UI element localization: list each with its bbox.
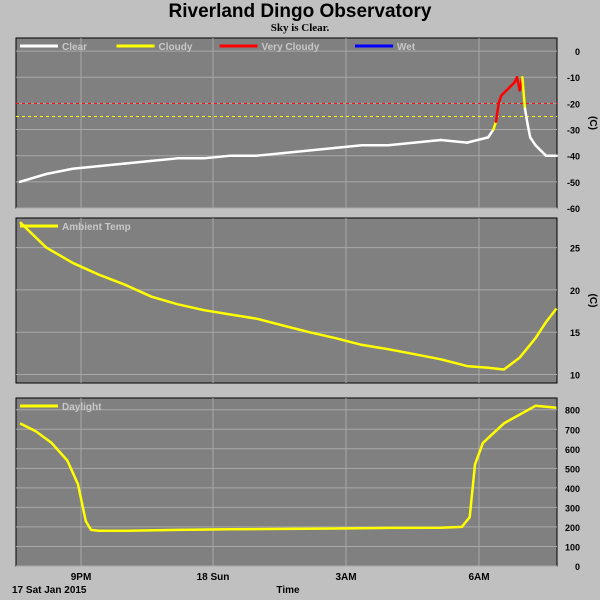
y-axis-label: (C) — [587, 116, 598, 130]
legend-label: Cloudy — [159, 42, 193, 53]
sky-status-subtitle: Sky is Clear. — [270, 22, 330, 34]
legend-label: Daylight — [62, 402, 102, 413]
y-tick-label: 0 — [575, 47, 580, 57]
y-tick-label: 800 — [565, 406, 580, 416]
data-segment — [386, 141, 416, 147]
legend-entry: Cloudy — [116, 42, 193, 53]
y-tick-label: 700 — [565, 425, 580, 435]
plot-area — [15, 217, 558, 384]
y-tick-label: 10 — [570, 371, 580, 381]
date-label: 17 Sat Jan 2015 — [12, 585, 87, 596]
legend-label: Ambient Temp — [62, 222, 131, 233]
data-segment — [492, 120, 498, 131]
data-segment — [97, 162, 127, 168]
chart-panel-1: 0 -10 -20 -30 -40 -50 -60 (C) Clear Cloudy Very Cl… — [15, 37, 598, 214]
data-segment — [465, 136, 490, 144]
page-title: Riverland Dingo Observatory — [168, 1, 432, 22]
y-tick-label: -30 — [567, 126, 580, 136]
data-segment — [255, 151, 285, 157]
data-segment — [486, 128, 495, 139]
x-tick-label: 6AM — [468, 572, 489, 583]
plot-area — [15, 397, 558, 567]
legend-entry: Wet — [355, 42, 416, 53]
y-tick-label: 20 — [570, 286, 580, 296]
y-tick-label: 400 — [565, 484, 580, 494]
data-segment — [521, 75, 527, 110]
y-tick-label: -40 — [567, 152, 580, 162]
data-segment — [202, 154, 232, 160]
legend-entry: Very Cloudy — [219, 42, 320, 53]
data-segment — [150, 157, 180, 163]
y-axis-label: (C) — [587, 294, 598, 308]
x-tick-label: 18 Sun — [197, 572, 230, 583]
data-segment — [281, 149, 311, 155]
data-segment — [18, 172, 48, 184]
y-tick-label: 25 — [570, 244, 580, 254]
y-tick-label: 300 — [565, 503, 580, 513]
plot-area — [15, 37, 558, 209]
y-tick-label: 600 — [565, 445, 580, 455]
data-segment — [71, 164, 101, 171]
data-segment — [497, 94, 503, 105]
chart-panel-2: 25 20 15 10 (C) Ambient Temp — [15, 217, 598, 384]
data-segment — [45, 167, 74, 176]
legend-label: Wet — [397, 42, 416, 53]
legend-label: Clear — [62, 42, 87, 53]
data-segment — [308, 146, 337, 152]
legend-entry: Clear — [20, 42, 87, 53]
data-segment — [528, 136, 537, 147]
data-segment — [334, 143, 364, 150]
y-tick-label: -50 — [567, 178, 580, 188]
legend-entry: Ambient Temp — [20, 222, 131, 233]
series-line — [19, 221, 558, 371]
x-axis-label: Time — [276, 585, 300, 596]
y-tick-label: 15 — [570, 328, 580, 338]
y-tick-label: -10 — [567, 73, 580, 83]
y-tick-label: -60 — [567, 204, 580, 214]
series-line — [19, 404, 557, 533]
y-tick-label: 500 — [565, 464, 580, 474]
legend-entry: Daylight — [20, 402, 102, 413]
legend-label: Very Cloudy — [262, 42, 320, 53]
data-segment — [439, 138, 469, 144]
data-segment — [413, 138, 443, 144]
data-segment — [523, 107, 529, 126]
data-segment — [123, 159, 153, 165]
y-tick-label: 100 — [565, 542, 580, 552]
data-segment — [526, 123, 532, 139]
x-tick-label: 9PM — [71, 572, 92, 583]
data-segment — [494, 102, 500, 123]
x-tick-label: 3AM — [335, 572, 356, 583]
y-tick-label: 200 — [565, 523, 580, 533]
chart-panel-3: 800 700 600 500 400 300 200 100 0 Daylight — [15, 397, 580, 572]
y-tick-label: 0 — [575, 562, 580, 572]
y-tick-label: -20 — [567, 99, 580, 109]
